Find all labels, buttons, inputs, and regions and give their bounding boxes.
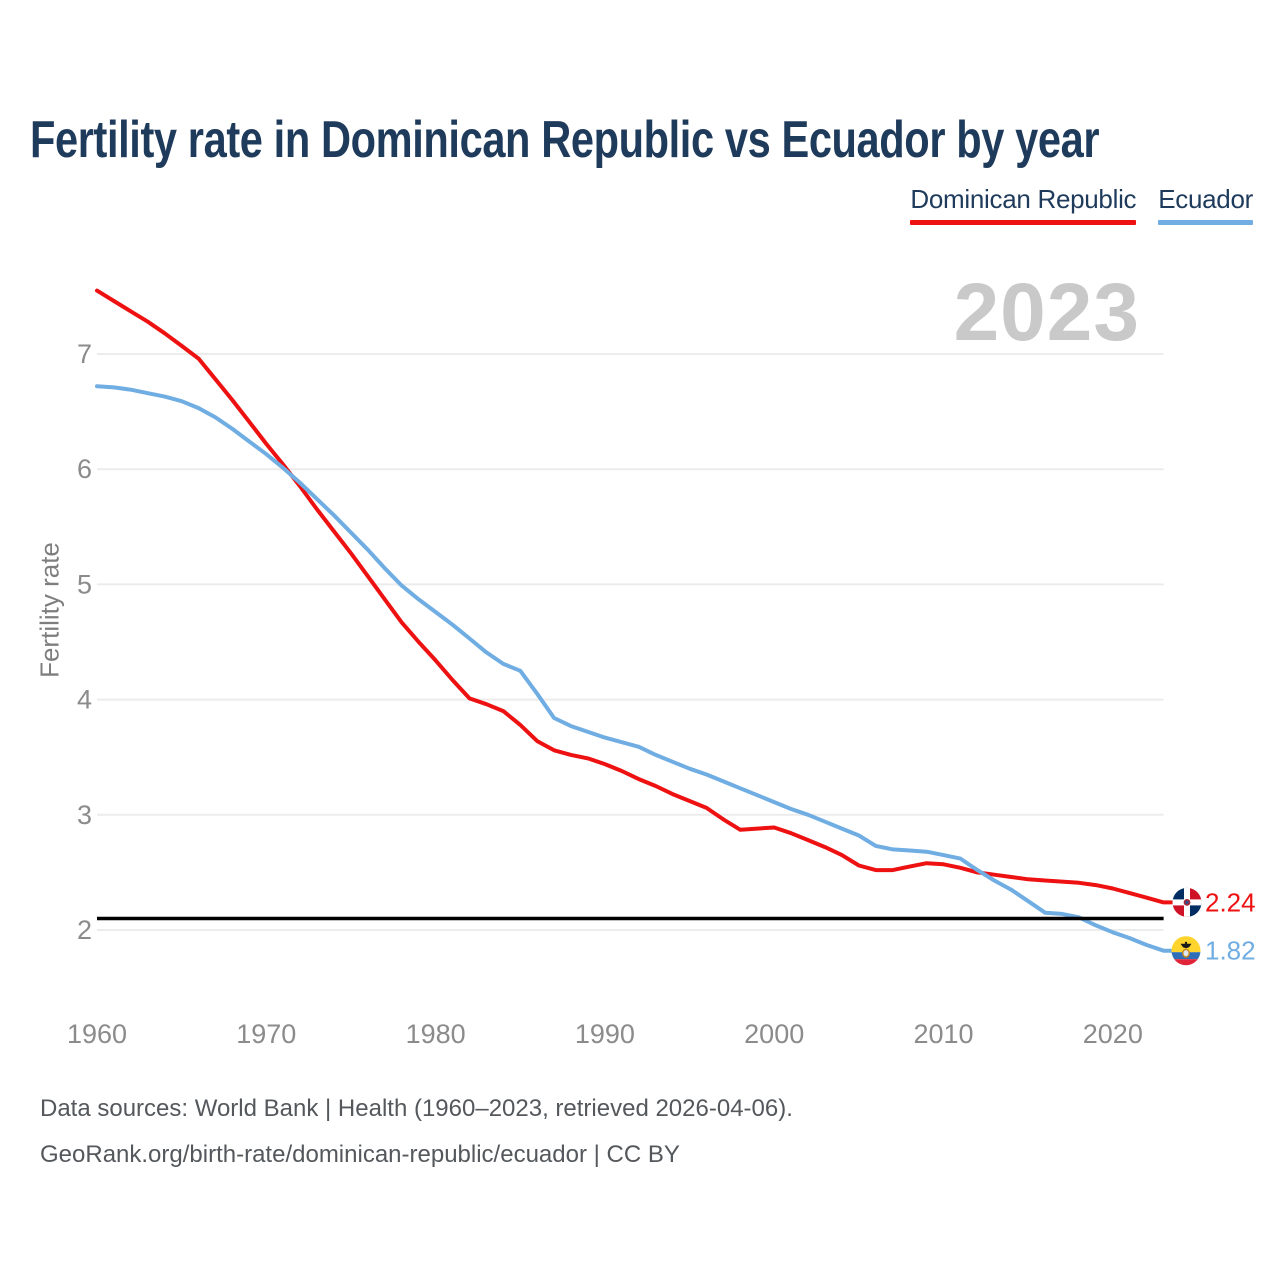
ecuador-flag-icon	[1171, 936, 1201, 966]
y-tick-label-6: 6	[77, 454, 92, 484]
footer-attribution-line: GeoRank.org/birth-rate/dominican-republi…	[40, 1141, 680, 1168]
legend-label-ecuador: Ecuador	[1158, 184, 1253, 214]
footer-sources-line: Data sources: World Bank | Health (1960–…	[40, 1095, 793, 1122]
legend-underline-ecuador	[1158, 220, 1253, 225]
y-tick-label-7: 7	[77, 339, 92, 369]
legend: Dominican Republic Ecuador	[910, 184, 1253, 225]
y-tick-label-3: 3	[77, 800, 92, 830]
x-tick-label-1970: 1970	[236, 1019, 296, 1049]
y-tick-label-4: 4	[77, 685, 92, 715]
end-value-label-ecuador: 1.82	[1205, 936, 1256, 966]
series-line-dominican-republic[interactable]	[95, 288, 1173, 905]
footer: Data sources: World Bank | Health (1960–…	[40, 1086, 793, 1178]
legend-label-dominican-republic: Dominican Republic	[910, 184, 1137, 214]
x-tick-label-1990: 1990	[575, 1019, 635, 1049]
y-tick-label-2: 2	[77, 915, 92, 945]
x-tick-label-2020: 2020	[1083, 1019, 1143, 1049]
year-watermark: 2023	[953, 267, 1140, 358]
end-value-label-dominican-republic: 2.24	[1205, 887, 1256, 917]
x-tick-label-2010: 2010	[913, 1019, 973, 1049]
legend-underline-dominican-republic	[910, 220, 1137, 225]
y-axis-label: Fertility rate	[34, 542, 65, 678]
x-tick-label-1960: 1960	[67, 1019, 127, 1049]
x-tick-label-1980: 1980	[406, 1019, 466, 1049]
page-title: Fertility rate in Dominican Republic vs …	[30, 111, 1100, 169]
legend-item-dominican-republic[interactable]: Dominican Republic	[910, 184, 1137, 225]
dominican-republic-flag-icon	[1172, 887, 1202, 917]
legend-item-ecuador[interactable]: Ecuador	[1158, 184, 1253, 225]
series-line-ecuador[interactable]	[95, 384, 1173, 953]
y-tick-label-5: 5	[77, 569, 92, 599]
x-tick-label-2000: 2000	[744, 1019, 804, 1049]
